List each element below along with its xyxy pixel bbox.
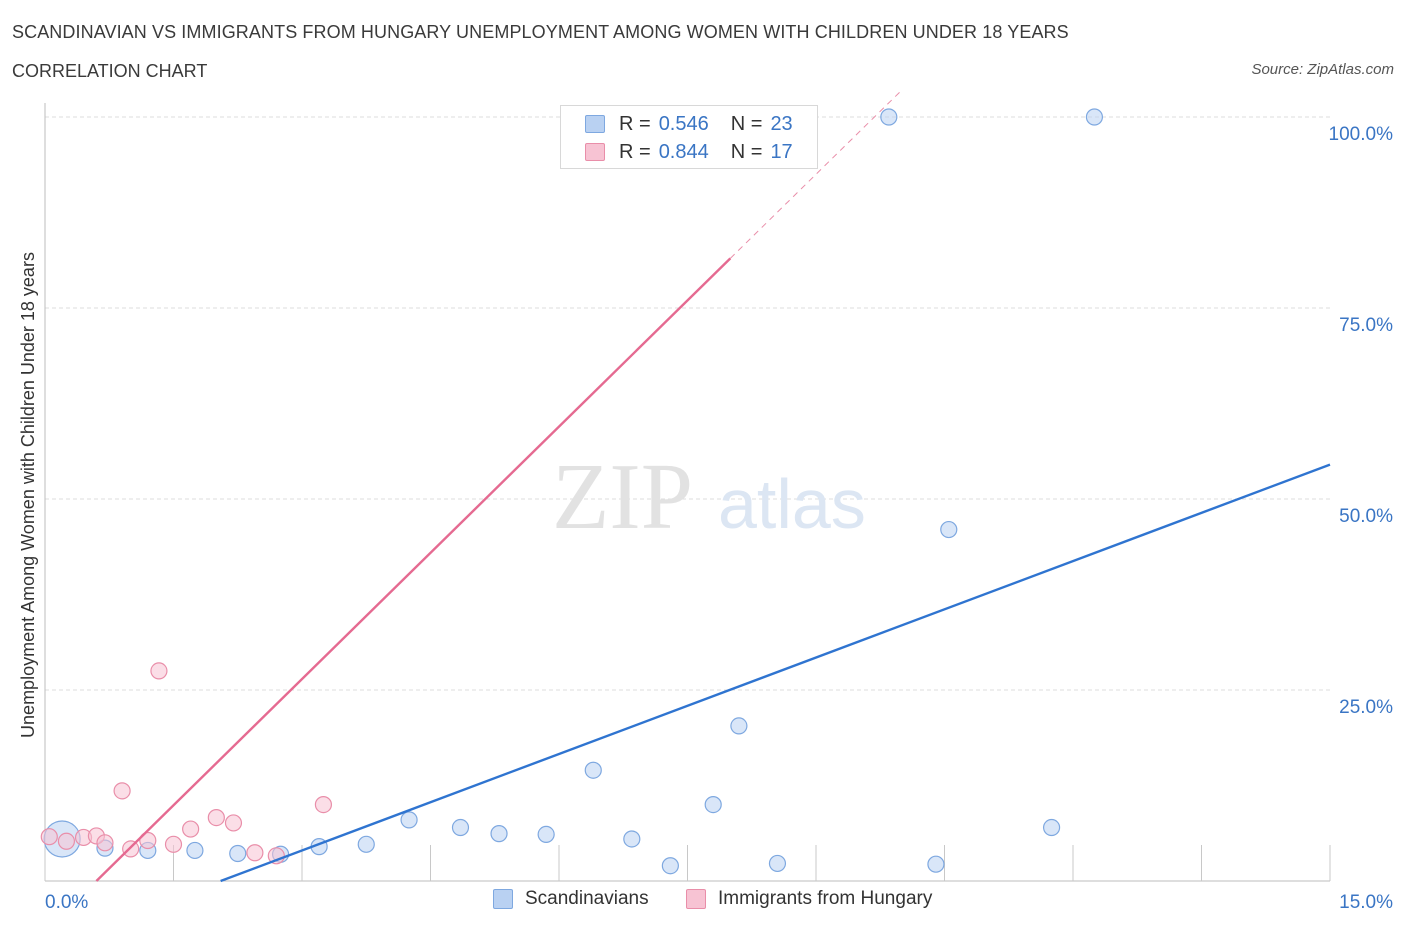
trend-line-hungary bbox=[95, 257, 732, 882]
point-scandinavian bbox=[927, 855, 945, 873]
x-tick-label-min: 0.0% bbox=[45, 892, 88, 913]
point-scandinavian bbox=[229, 844, 247, 863]
source-credit: Source: ZipAtlas.com bbox=[1251, 61, 1394, 78]
point-scandinavian bbox=[186, 841, 204, 860]
trend-line-hungary-extension bbox=[729, 89, 903, 259]
legend-n-label: N = bbox=[730, 112, 763, 135]
series-legend-scandinavians[interactable]: Scandinavians bbox=[493, 888, 649, 910]
series-swatch-blue bbox=[493, 889, 513, 909]
series-swatch-pink bbox=[686, 889, 706, 909]
legend-n-value: 23 bbox=[770, 112, 793, 135]
legend-r-label: R = bbox=[619, 140, 651, 163]
y-tick-label: 100.0% bbox=[1329, 124, 1394, 145]
series-name-scandinavians: Scandinavians bbox=[525, 888, 649, 909]
point-hungary bbox=[224, 814, 243, 832]
point-scandinavian bbox=[704, 795, 722, 814]
legend-r-value: 0.546 bbox=[658, 112, 709, 135]
point-hungary bbox=[207, 808, 225, 827]
point-scandinavian bbox=[623, 830, 641, 848]
y-axis-label: Unemployment Among Women with Children U… bbox=[18, 252, 38, 738]
y-tick-label: 50.0% bbox=[1339, 506, 1393, 527]
point-scandinavian bbox=[490, 825, 508, 843]
chart-subtitle: CORRELATION CHART bbox=[12, 61, 208, 81]
trend-line-scandinavians bbox=[220, 463, 1331, 883]
legend-row-scandinavians: R = 0.546 N = 23 bbox=[585, 111, 793, 137]
correlation-legend: R = 0.546 N = 23 R = 0.844 N = 17 bbox=[560, 105, 818, 169]
gridlines bbox=[45, 116, 1330, 691]
point-hungary bbox=[164, 835, 183, 853]
point-hungary bbox=[40, 828, 58, 846]
chart-title: SCANDINAVIAN VS IMMIGRANTS FROM HUNGARY … bbox=[12, 22, 1069, 42]
point-hungary bbox=[182, 820, 200, 838]
point-scandinavian bbox=[1042, 818, 1061, 837]
point-scandinavian bbox=[451, 818, 470, 837]
watermark-atlas: atlas bbox=[718, 465, 866, 543]
legend-swatch-pink bbox=[585, 143, 605, 161]
point-scandinavian bbox=[768, 854, 787, 873]
point-hungary bbox=[139, 831, 157, 850]
y-tick-label: 75.0% bbox=[1339, 315, 1393, 336]
series-name-hungary: Immigrants from Hungary bbox=[718, 888, 933, 909]
point-scandinavian bbox=[1085, 108, 1104, 126]
point-hungary bbox=[113, 782, 131, 800]
point-scandinavian bbox=[400, 811, 418, 829]
series-legend-hungary[interactable]: Immigrants from Hungary bbox=[686, 888, 932, 910]
legend-r-label: R = bbox=[619, 112, 651, 135]
legend-swatch-blue bbox=[585, 115, 605, 133]
point-hungary bbox=[246, 844, 264, 862]
axes bbox=[44, 103, 1331, 882]
x-tick-label-max: 15.0% bbox=[1339, 892, 1393, 913]
y-tick-label: 25.0% bbox=[1339, 697, 1393, 718]
legend-n-value: 17 bbox=[770, 140, 793, 163]
legend-row-hungary: R = 0.844 N = 17 bbox=[585, 139, 793, 165]
legend-r-value: 0.844 bbox=[658, 140, 709, 163]
point-hungary bbox=[96, 834, 114, 852]
watermark-zip: ZIP bbox=[552, 445, 693, 549]
trend-lines bbox=[95, 89, 1331, 883]
legend-n-label: N = bbox=[730, 140, 763, 163]
point-hungary bbox=[57, 832, 76, 850]
point-hungary bbox=[150, 662, 168, 680]
series-legend: Scandinavians Immigrants from Hungary bbox=[0, 888, 1406, 916]
point-scandinavian bbox=[537, 825, 555, 843]
axis-labels: 25.0% 50.0% 75.0% 100.0% 0.0% 15.0% Unemployme… bbox=[18, 124, 1393, 913]
point-scandinavian bbox=[584, 761, 602, 779]
point-scandinavian bbox=[940, 520, 958, 539]
watermark: ZIP atlas bbox=[552, 445, 866, 549]
point-scandinavian bbox=[357, 835, 375, 853]
point-scandinavian bbox=[661, 857, 679, 875]
point-scandinavian bbox=[880, 108, 898, 126]
point-hungary bbox=[314, 795, 333, 814]
point-scandinavian bbox=[730, 717, 748, 735]
